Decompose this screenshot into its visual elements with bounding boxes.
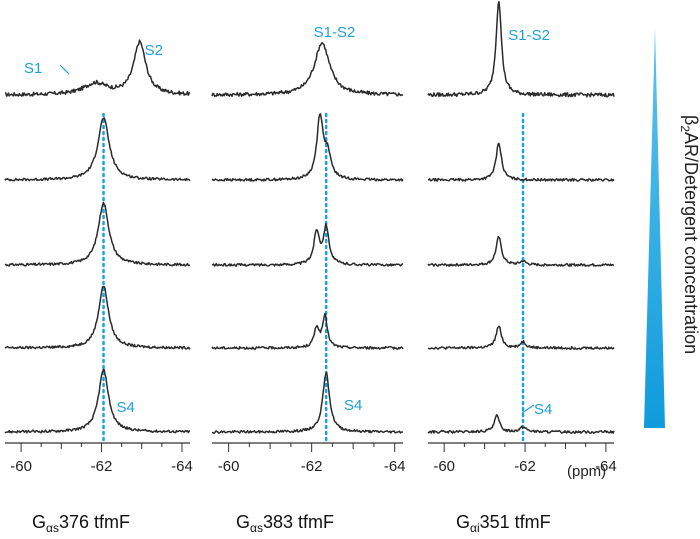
x-tick-label: -60 — [433, 458, 455, 475]
spectrum-trace-row-5 — [212, 371, 404, 434]
x-tick-label: -62 — [301, 458, 323, 475]
peak-label: S4 — [116, 399, 134, 416]
panel-g-as-383: -60 -62 -64 S1-S2 S4 — [211, 24, 406, 475]
panel-g-as-376: -60 -62 -64 S1 S2 S4 — [4, 39, 193, 475]
peak-label: S1 — [24, 60, 42, 77]
x-tick-label: -62 — [514, 458, 536, 475]
peak-label: S2 — [145, 42, 163, 59]
leader-line — [521, 404, 535, 414]
spectrum-trace-row-3 — [427, 235, 615, 267]
peak-label: S1-S2 — [508, 27, 550, 44]
spectrum-trace-row-3 — [4, 201, 191, 267]
spectrum-trace-row-1 — [211, 42, 404, 98]
panel-title-3: Gαi351 tfmF — [456, 512, 551, 535]
leader-line — [59, 64, 70, 75]
concentration-axis-label: β2AR/Detergent concentration — [678, 115, 700, 354]
spectrum-trace-row-2 — [427, 142, 615, 182]
x-tick-label: -64 — [595, 458, 617, 475]
spectrum-trace-row-4 — [4, 285, 191, 350]
spectrum-trace-row-2 — [211, 113, 404, 182]
peak-label: S1-S2 — [314, 24, 356, 41]
x-tick-label: -60 — [218, 458, 240, 475]
x-unit-label: (ppm) — [567, 463, 606, 480]
concentration-gradient-wedge — [644, 28, 665, 428]
panel-title-1: Gαs376 tfmF — [32, 512, 130, 535]
x-tick-label: -62 — [91, 458, 113, 475]
peak-label: S4 — [534, 401, 552, 418]
x-tick-label: -64 — [384, 458, 406, 475]
panel-g-ai-351: -60 -62 -64 S1-S2 S4 — [427, 0, 617, 475]
spectrum-trace-row-2 — [4, 117, 191, 182]
spectrum-trace-row-4 — [427, 325, 615, 350]
panel-title-2: Gαs383 tfmF — [236, 512, 334, 535]
spectrum-trace-row-5 — [427, 414, 615, 434]
spectrum-trace-row-3 — [211, 222, 404, 267]
spectrum-trace-row-1 — [4, 39, 191, 97]
peak-label: S4 — [344, 397, 362, 414]
x-tick-label: -60 — [10, 458, 32, 475]
spectrum-trace-row-4 — [211, 312, 404, 350]
x-tick-label: -64 — [171, 458, 193, 475]
spectrum-trace-row-1 — [427, 0, 615, 98]
spectrum-trace-row-5 — [4, 368, 191, 434]
